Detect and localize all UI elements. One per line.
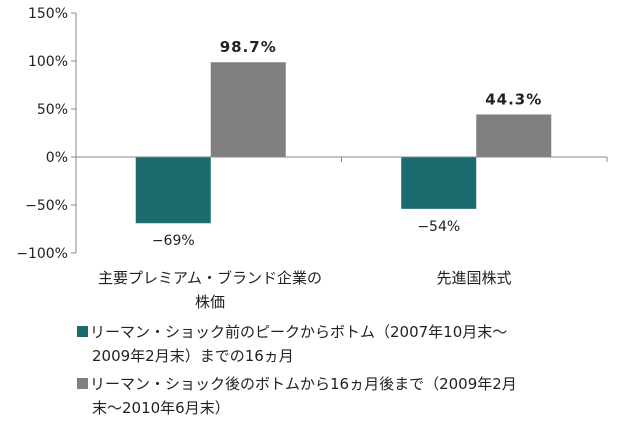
category-label-0: 主要プレミアム・ブランド企業の 株価 [60,266,360,314]
bar-0-1 [401,157,477,209]
data-label: 44.3% [485,90,542,108]
category-label-line: 主要プレミアム・ブランド企業の [98,269,322,287]
legend-text: 末〜2010年6月末） [92,399,230,417]
legend-item-0: リーマン・ショック前のピークからボトム（2007年10月末〜 2009年2月末）… [77,320,537,368]
legend-text: リーマン・ショック後のボトムから16ヵ月後まで（2009年2月 [90,375,517,393]
y-tick-label: −50% [25,198,68,214]
data-label: 98.7% [220,38,277,56]
legend-item-1: リーマン・ショック後のボトムから16ヵ月後まで（2009年2月 末〜2010年6… [77,372,537,420]
bar-0-0 [135,157,211,224]
legend-text: 2009年2月末）までの16ヵ月 [92,347,294,365]
y-tick-label: 0% [46,150,68,166]
legend-text: リーマン・ショック前のピークからボトム（2007年10月末〜 [90,323,508,341]
legend-swatch [77,326,88,337]
data-label: −69% [152,233,195,249]
y-tick-label: −100% [16,246,68,262]
y-tick-label: 50% [37,102,68,118]
y-tick-label: 100% [28,54,68,70]
data-label: −54% [417,219,460,235]
category-label-line: 株価 [194,293,225,311]
y-tick-label: 150% [28,6,68,22]
category-label-1: 先進国株式 [374,266,574,290]
bar-1-1 [476,114,552,157]
category-label-line: 先進国株式 [436,269,512,287]
plot-area: −100% −50% 0% 50% 100% 150% −69% 98.7% −54% 44.3% [16,6,608,262]
legend-swatch [77,378,88,389]
bar-1-0 [210,62,286,157]
